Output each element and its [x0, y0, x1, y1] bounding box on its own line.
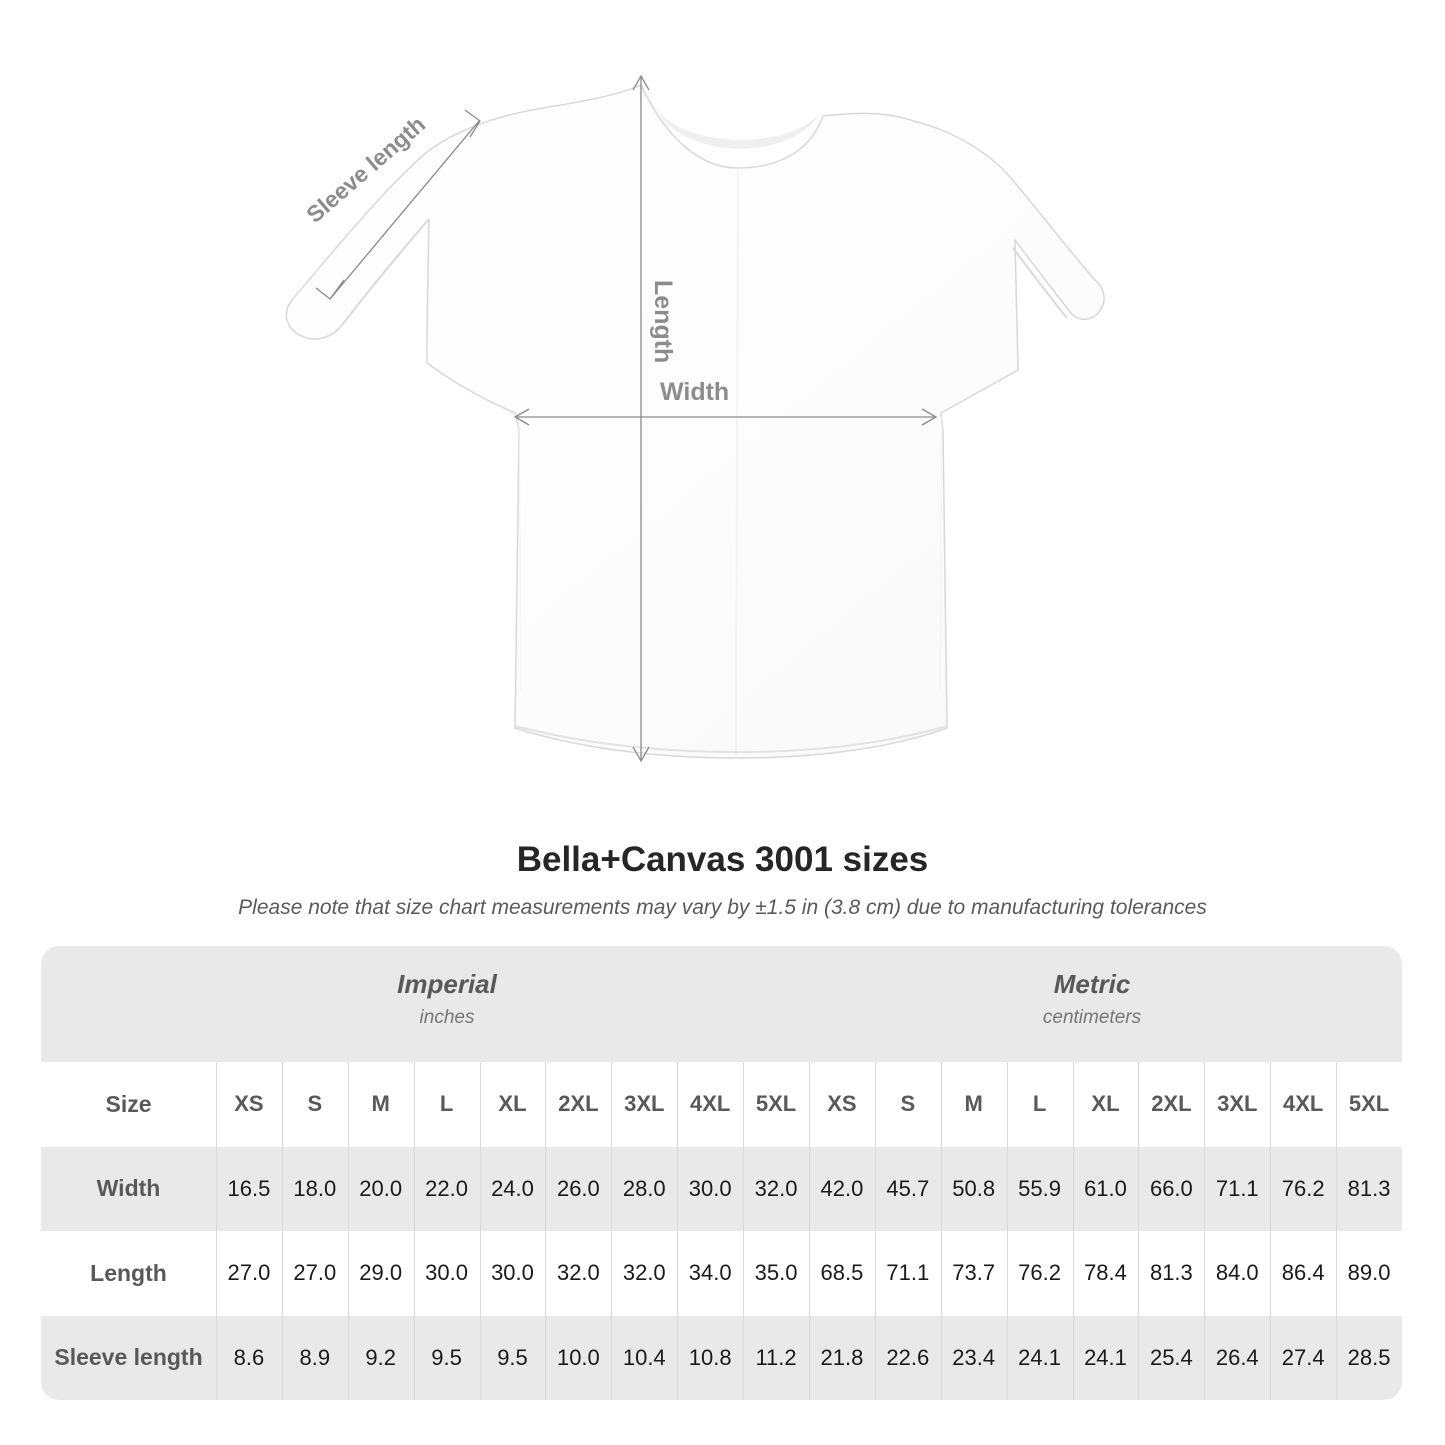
svg-text:Length: Length — [649, 280, 677, 363]
svg-text:Width: Width — [660, 378, 729, 406]
